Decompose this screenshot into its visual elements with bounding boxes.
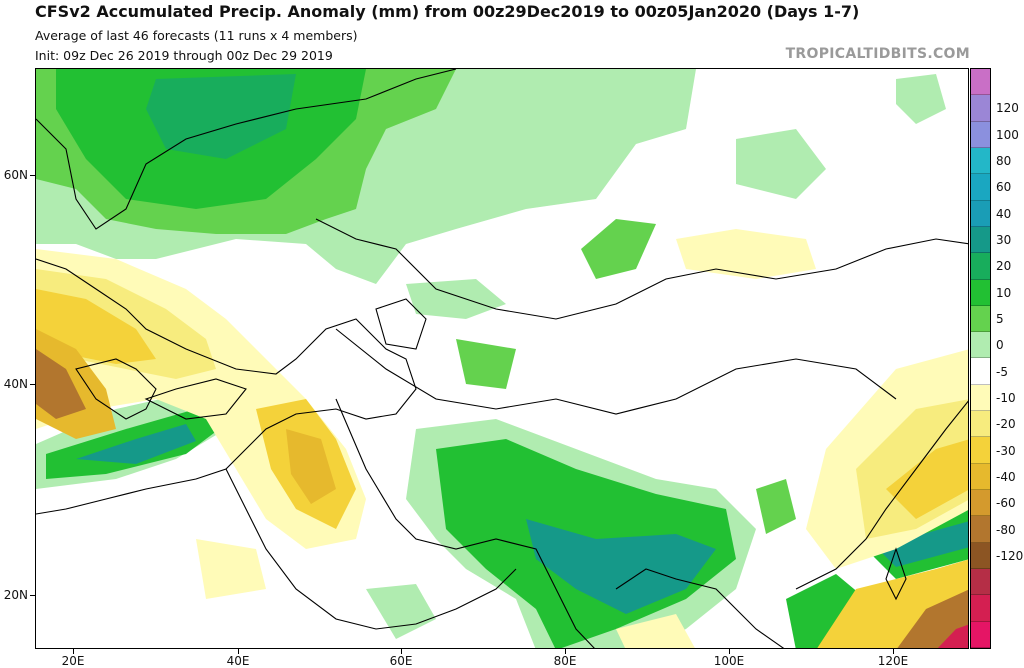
colorbar-segment: [971, 463, 990, 490]
lat-label-20n: 20N: [3, 588, 28, 602]
colorbar-segment: [971, 332, 990, 359]
source-watermark: TROPICALTIDBITS.COM: [785, 46, 970, 62]
colorbar-segment: [971, 516, 990, 543]
colorbar-segment: [971, 200, 990, 227]
colorbar-label: -20: [996, 417, 1016, 432]
lat-tick: [30, 595, 35, 596]
colorbar-segment: [971, 568, 990, 596]
lon-tick: [238, 649, 239, 654]
colorbar-label: 100: [996, 127, 1019, 142]
colorbar-label: -10: [996, 390, 1016, 405]
coastlines: [36, 69, 968, 648]
colorbar-label: 30: [996, 233, 1012, 248]
lon-tick: [565, 649, 566, 654]
lat-label-60n: 60N: [3, 168, 28, 182]
lon-tick: [729, 649, 730, 654]
colorbar: [970, 68, 991, 649]
colorbar-segment: [971, 305, 990, 333]
colorbar-label: 40: [996, 206, 1012, 221]
colorbar-label: 10: [996, 285, 1012, 300]
colorbar-segment: [971, 253, 990, 280]
colorbar-label: -40: [996, 469, 1016, 484]
colorbar-label: 5: [996, 312, 1004, 327]
colorbar-segment: [971, 384, 990, 412]
colorbar-label: -60: [996, 496, 1016, 511]
colorbar-segment: [971, 411, 990, 438]
colorbar-segment: [971, 542, 990, 569]
colorbar-segment: [971, 621, 990, 648]
colorbar-segment: [971, 279, 990, 306]
colorbar-label: -120: [996, 548, 1024, 563]
colorbar-segment: [971, 121, 990, 148]
colorbar-segment: [971, 490, 990, 517]
dry-anomaly-shading: [36, 229, 968, 648]
lon-tick: [73, 649, 74, 654]
map-title: CFSv2 Accumulated Precip. Anomaly (mm) f…: [35, 2, 860, 21]
colorbar-label: 120: [996, 101, 1019, 116]
lat-tick: [30, 384, 35, 385]
lon-tick: [893, 649, 894, 654]
lat-label-40n: 40N: [3, 377, 28, 391]
map-canvas: [36, 69, 968, 648]
lon-label-100e: 100E: [713, 654, 745, 668]
colorbar-segment: [971, 595, 990, 622]
lat-tick: [30, 175, 35, 176]
colorbar-segment: [971, 226, 990, 254]
colorbar-segment: [971, 69, 990, 96]
colorbar-label: 60: [996, 180, 1012, 195]
colorbar-segment: [971, 437, 990, 464]
colorbar-label: 20: [996, 259, 1012, 274]
lon-label-120e: 120E: [877, 654, 909, 668]
colorbar-segment: [971, 174, 990, 201]
lon-label-20e: 20E: [61, 654, 85, 668]
colorbar-label: -30: [996, 443, 1016, 458]
colorbar-segment: [971, 95, 990, 122]
colorbar-segment: [971, 358, 990, 385]
precip-anomaly-map: [35, 68, 969, 649]
colorbar-label: -5: [996, 364, 1008, 379]
lon-label-40e: 40E: [226, 654, 250, 668]
colorbar-label: -80: [996, 522, 1016, 537]
colorbar-label: 80: [996, 154, 1012, 169]
lon-label-60e: 60E: [389, 654, 413, 668]
colorbar-segment: [971, 147, 990, 175]
colorbar-label: 0: [996, 338, 1004, 353]
init-time: Init: 09z Dec 26 2019 through 00z Dec 29…: [35, 48, 333, 63]
map-subtitle: Average of last 46 forecasts (11 runs x …: [35, 28, 358, 43]
lon-tick: [401, 649, 402, 654]
lon-label-80e: 80E: [553, 654, 577, 668]
